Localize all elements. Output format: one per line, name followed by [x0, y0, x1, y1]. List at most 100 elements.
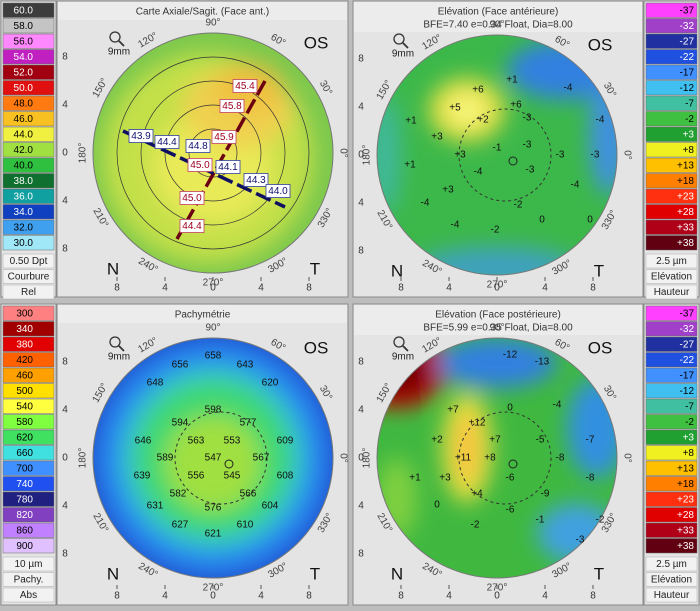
map-outline [376, 337, 618, 579]
scale-label: -2 [685, 114, 694, 125]
scale-swatch [645, 188, 698, 204]
map-outline [376, 34, 618, 276]
map-value: 566 [240, 489, 257, 500]
ring [164, 104, 262, 202]
y-tick-label: 4 [62, 405, 68, 416]
scale-swatch [2, 460, 55, 476]
scale-swatch [2, 352, 55, 368]
scale-swatch [645, 33, 698, 49]
scale-swatch [645, 414, 698, 430]
scale-swatch [645, 491, 698, 507]
map-value: 639 [134, 471, 151, 482]
scale-label: 34.0 [14, 207, 34, 218]
scale-swatch [2, 522, 55, 538]
degree-label: 180° [78, 448, 89, 469]
map-value: 0 [539, 215, 545, 226]
map-region [165, 415, 261, 511]
map-value: -1 [493, 143, 502, 154]
degree-label: 0° [337, 453, 348, 463]
scale-swatch [2, 235, 55, 251]
map-region [417, 247, 577, 275]
map-value: 658 [205, 351, 222, 362]
scale-label: +28 [677, 510, 694, 521]
map-value: 0 [587, 215, 593, 226]
panel-subtitle: BFE=7.40 e=0.34 Float, Dia=8.00 [423, 20, 573, 31]
scale-swatch [645, 18, 698, 34]
scale-swatch [645, 336, 698, 352]
scale-label: +18 [677, 479, 694, 490]
map-value: 608 [277, 471, 294, 482]
title-bar [58, 2, 347, 20]
nasal-label: N [391, 261, 403, 280]
scale-swatch [645, 219, 698, 235]
map-region [455, 413, 479, 483]
scale-label: +3 [683, 432, 695, 443]
map-value: 620 [262, 378, 279, 389]
x-tick-label: 8 [590, 591, 596, 602]
map-value: 547 [205, 453, 222, 464]
scale-footer: Elévation [651, 272, 692, 283]
scale-label: +23 [677, 191, 694, 202]
map-value: 576 [205, 503, 222, 514]
map-value: -3 [523, 113, 532, 124]
map-value: +3 [439, 473, 451, 484]
eye-label: OS [304, 338, 329, 357]
scale-footer-box [2, 269, 55, 284]
x-tick-label: 0 [210, 591, 216, 602]
x-tick-label: 8 [398, 283, 404, 294]
scale-swatch [2, 2, 55, 18]
map-value: +3 [454, 150, 466, 161]
scale-swatch [645, 64, 698, 80]
map-value: -8 [556, 453, 565, 464]
y-tick-label: 8 [62, 357, 68, 368]
y-tick-label: 8 [358, 549, 364, 560]
map-value: 44.4 [157, 137, 177, 148]
scale-label: 36.0 [14, 191, 34, 202]
map-value: +7 [447, 405, 459, 416]
scale-footer: Abs [20, 590, 37, 601]
scale-swatch [645, 2, 698, 18]
map-region [589, 75, 617, 195]
map-value: 627 [172, 520, 189, 531]
zone-circle [174, 411, 268, 505]
x-tick-label: 8 [306, 283, 312, 294]
map-value: -3 [576, 535, 585, 546]
title-bar [354, 2, 642, 32]
zoom-icon-handle [402, 42, 409, 49]
scale-label: 540 [16, 401, 33, 412]
x-tick-label: 8 [590, 283, 596, 294]
scale-label: +33 [677, 525, 694, 536]
degree-label: 180° [362, 145, 373, 166]
scale-footer-box [645, 572, 698, 587]
scale-label: 38.0 [14, 176, 34, 187]
temporal-label: T [310, 259, 320, 278]
scale-footer-box [645, 253, 698, 269]
map-value: +8 [484, 453, 496, 464]
scale-footer: Hauteur [654, 287, 690, 298]
map-value: +1 [506, 75, 518, 86]
scale-swatch [645, 173, 698, 189]
map-value: -7 [586, 435, 595, 446]
scale-swatch [645, 235, 698, 251]
x-tick-label: 8 [114, 283, 120, 294]
scale-swatch [2, 491, 55, 507]
degree-label: 270° [487, 280, 508, 291]
scale-swatch [2, 219, 55, 235]
map-value: -2 [471, 520, 480, 531]
map-value: -4 [564, 83, 573, 94]
map-value: -12 [503, 350, 518, 361]
scale-label: 780 [16, 494, 33, 505]
map-value: -2 [491, 225, 500, 236]
scale-label: +18 [677, 176, 694, 187]
map-value: 45.0 [182, 193, 202, 204]
scale-label: -22 [680, 52, 695, 63]
zoom-icon [393, 336, 405, 348]
value-box [187, 158, 213, 172]
scale-swatch [645, 111, 698, 127]
color-map [93, 33, 333, 273]
zoom-label: 9mm [108, 47, 130, 58]
map-value: 648 [147, 378, 164, 389]
scale-swatch [645, 321, 698, 337]
y-tick-label: 0 [358, 453, 364, 464]
